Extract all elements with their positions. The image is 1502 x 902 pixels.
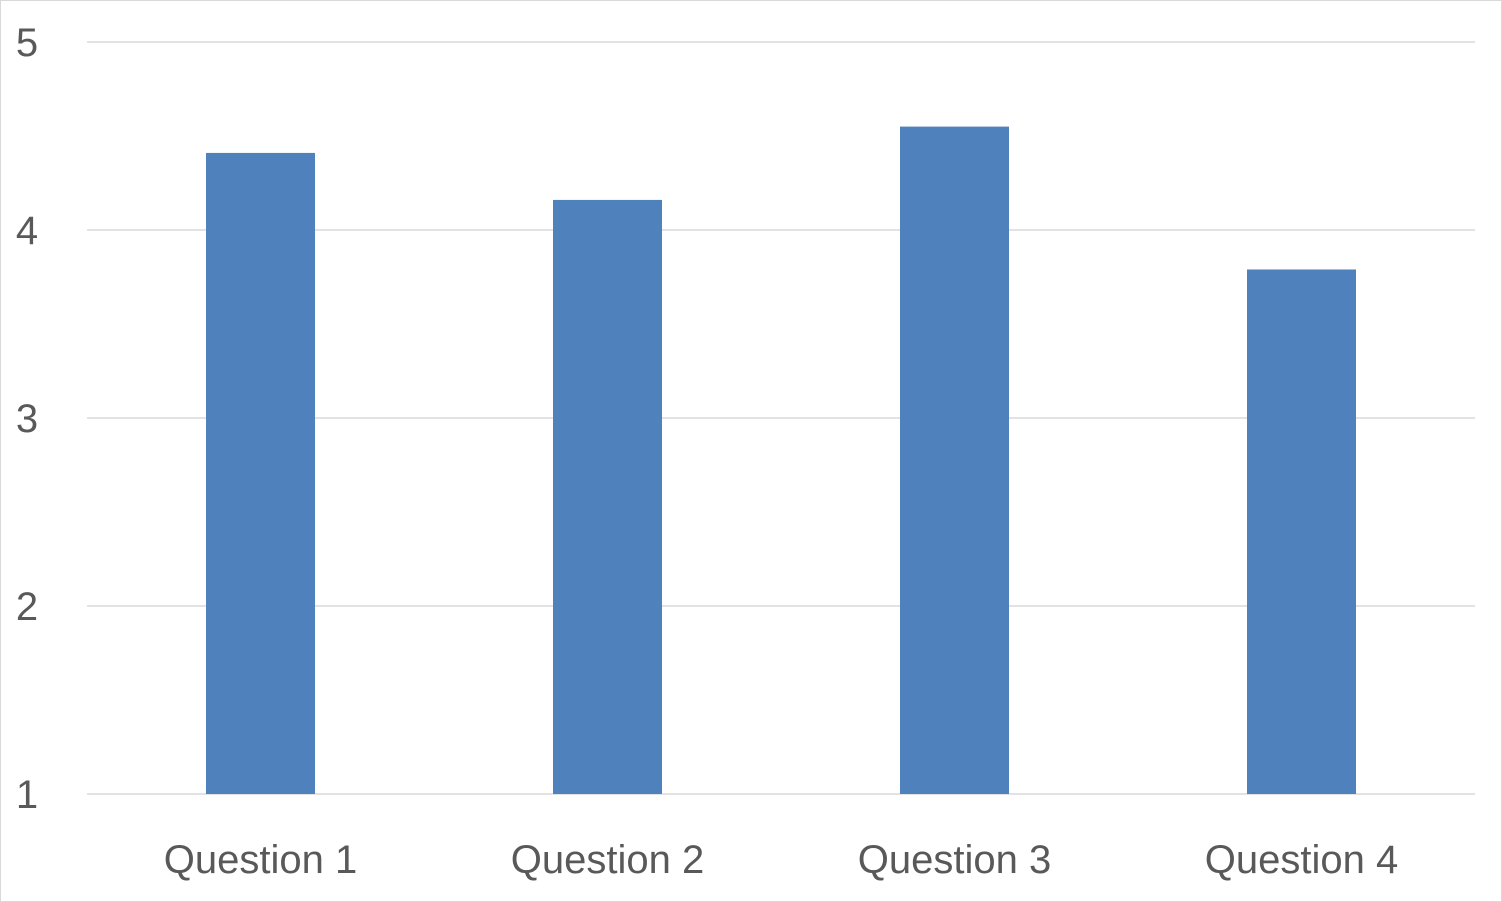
x-axis-category-labels: Question 1 Question 2 Question 3 Question 4 [164,838,1398,882]
y-tick-label: 1 [16,773,38,817]
y-tick-label: 5 [16,21,38,65]
y-axis-tick-labels: 1 2 3 4 5 [16,21,38,817]
y-tick-label: 2 [16,585,38,629]
y-tick-label: 4 [16,209,38,253]
bar-4 [1247,269,1356,795]
category-label: Question 2 [511,838,704,882]
bar-1 [206,152,315,795]
y-tick-label: 3 [16,397,38,441]
bars [206,126,1356,795]
category-label: Question 3 [858,838,1051,882]
gridlines [87,41,1475,795]
category-label: Question 4 [1205,838,1398,882]
bar-2 [553,199,662,795]
category-label: Question 1 [164,838,357,882]
bar-3 [900,126,1009,795]
